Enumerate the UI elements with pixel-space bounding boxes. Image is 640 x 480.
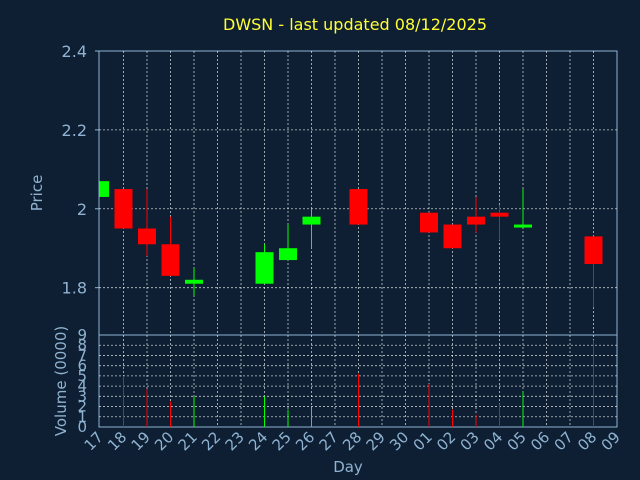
x-tick-labels: 1718192021222324252627282930010203040506… (81, 428, 624, 454)
candle-body (467, 216, 485, 225)
candle-body (302, 216, 321, 225)
x-tick-label: 07 (551, 428, 577, 454)
x-tick-label: 29 (363, 428, 389, 454)
x-tick-label: 06 (527, 428, 553, 454)
volume-tick-label: 8 (77, 336, 87, 354)
price-tick-label: 2.2 (62, 121, 87, 140)
volume-tick-label: 4 (77, 377, 87, 395)
x-tick-label: 24 (245, 428, 271, 454)
price-tick-label: 1.8 (62, 279, 87, 298)
candle-body (185, 279, 203, 284)
volume-axis-label: Volume (0000) (52, 326, 70, 436)
candle-body (138, 228, 156, 245)
price-tick-label: 2.4 (62, 42, 87, 61)
volume-tick-label: 0 (77, 418, 87, 436)
x-tick-label: 26 (292, 428, 318, 454)
x-tick-label: 30 (386, 428, 412, 454)
x-tick-label: 18 (104, 428, 130, 454)
volume-tick-label: 6 (77, 357, 87, 375)
candle-body (584, 236, 603, 264)
x-tick-label: 21 (175, 428, 201, 454)
x-tick-label: 22 (198, 428, 224, 454)
x-tick-label: 20 (151, 428, 177, 454)
x-tick-label: 03 (457, 428, 483, 454)
volume-tick-label: 9 (77, 326, 87, 344)
candle-body (114, 189, 133, 229)
x-tick-label: 02 (433, 428, 459, 454)
x-tick-label: 01 (410, 428, 436, 454)
candle-body (349, 189, 368, 225)
price-axis-label: Price (28, 175, 46, 212)
x-axis-label: Day (333, 458, 363, 476)
candle-body (161, 244, 180, 276)
candle-body (420, 212, 438, 233)
price-tick-label: 2 (77, 200, 87, 219)
x-tick-label: 09 (598, 428, 624, 454)
x-tick-label: 23 (222, 428, 248, 454)
x-tick-label: 08 (574, 428, 600, 454)
price-y-ticks: 1.8 2 2.2 2.4 (62, 42, 99, 298)
price-panel: 1.8 2 2.2 2.4 Price (28, 42, 618, 336)
x-tick-label: 04 (480, 428, 506, 454)
candle-body (100, 181, 109, 197)
volume-tick-label: 2 (77, 398, 87, 416)
candle-body (279, 248, 297, 261)
candles (99, 181, 603, 308)
volume-tick-label: 7 (77, 346, 87, 364)
x-tick-label: 27 (316, 428, 342, 454)
volume-tick-label: 3 (77, 387, 87, 405)
candle-body (514, 224, 532, 228)
candle-body (490, 212, 509, 217)
volume-tick-label: 5 (77, 367, 87, 385)
x-tick-label: 05 (504, 428, 530, 454)
chart-title: DWSN - last updated 08/12/2025 (223, 15, 487, 34)
volume-bars (123, 340, 594, 427)
x-tick-label: 19 (128, 428, 154, 454)
x-tick-label: 25 (269, 428, 295, 454)
x-tick-label: 28 (339, 428, 365, 454)
volume-tick-label: 1 (77, 408, 87, 426)
candle-body (443, 224, 462, 249)
candle-body (255, 252, 274, 284)
